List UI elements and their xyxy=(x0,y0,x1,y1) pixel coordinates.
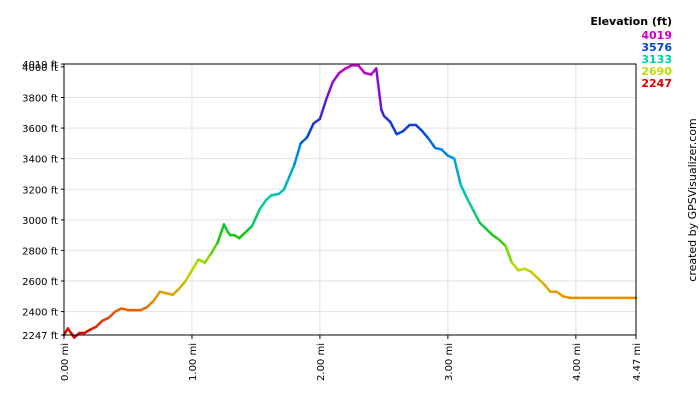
x-tick-label: 0.00 mi xyxy=(60,343,71,381)
x-tick-label: 4.00 mi xyxy=(572,343,583,381)
profile-segment xyxy=(529,270,539,280)
legend-entry: 4019 xyxy=(641,29,672,42)
profile-segment xyxy=(440,148,450,157)
profile-segment xyxy=(250,207,262,228)
profile-segment xyxy=(331,71,341,84)
profile-segment xyxy=(184,269,194,283)
profile-segment xyxy=(293,142,302,167)
y-tick-label: 4000 ft xyxy=(22,63,58,74)
profile-segment xyxy=(459,183,469,200)
profile-segment xyxy=(497,238,507,248)
legend-entry: 3576 xyxy=(641,41,672,54)
y-tick-label: 3200 ft xyxy=(22,185,58,196)
profile-segment xyxy=(382,114,392,124)
profile-segment xyxy=(472,209,482,225)
profile-segment xyxy=(305,122,315,139)
y-tick-label: 2247 ft xyxy=(22,331,58,342)
profile-segment xyxy=(216,223,226,245)
profile-segment xyxy=(465,197,475,212)
profile-segment xyxy=(478,221,488,231)
profile-segment xyxy=(238,230,247,240)
profile-segment xyxy=(299,136,309,145)
grid xyxy=(64,64,636,335)
y-tick-label: 2800 ft xyxy=(22,246,58,257)
y-tick-label: 3000 ft xyxy=(22,216,58,227)
profile-segment xyxy=(244,224,254,234)
y-tick-label: 2400 ft xyxy=(22,308,58,319)
profile-segment xyxy=(318,97,328,121)
profile-segment xyxy=(152,290,162,303)
profile-segment xyxy=(171,287,181,297)
profile-segment xyxy=(312,117,322,125)
profile-segment xyxy=(337,67,347,75)
profile-segment xyxy=(107,310,117,319)
y-axis-ticks: 2247 ft 2400 ft 2600 ft 2800 ft 3000 ft 3200 … xyxy=(22,60,64,342)
profile-segment xyxy=(414,123,424,133)
profile-segment xyxy=(190,258,200,272)
x-tick-label: 1.00 mi xyxy=(188,343,199,381)
profile-segment xyxy=(555,290,565,298)
profile-segment xyxy=(504,244,514,264)
profile-segment xyxy=(209,241,219,255)
profile-segment xyxy=(536,276,546,286)
legend-entry: 2690 xyxy=(641,65,672,78)
profile-line xyxy=(62,64,638,339)
profile-segment xyxy=(427,137,437,150)
x-tick-label: 3.00 mi xyxy=(444,343,455,381)
profile-segment xyxy=(282,175,291,191)
legend-entry: 2247 xyxy=(641,77,672,90)
y-tick-label: 4019 ft xyxy=(22,60,58,71)
y-tick-label: 3600 ft xyxy=(22,124,58,135)
y-tick-label: 2600 ft xyxy=(22,277,58,288)
y-tick-label: 3400 ft xyxy=(22,155,58,166)
profile-segment xyxy=(542,282,552,293)
profile-segment xyxy=(485,227,494,237)
credit-text: created by GPSVisualizer.com xyxy=(686,118,699,281)
x-tick-label: 4.47 mi xyxy=(632,343,643,381)
profile-segment xyxy=(145,299,155,309)
profile-segment xyxy=(325,80,334,101)
profile-segment xyxy=(421,129,430,141)
profile-segment xyxy=(222,223,230,234)
profile-segment xyxy=(287,163,296,179)
profile-segment xyxy=(401,123,411,133)
profile-segment xyxy=(491,233,501,241)
y-tick-label: 3800 ft xyxy=(22,93,58,104)
profile-segment xyxy=(94,319,104,329)
legend-entry: 3133 xyxy=(641,53,672,66)
plot-area xyxy=(63,63,637,336)
x-axis-ticks: 0.00 mi 1.00 mi 2.00 mi 3.00 mi 4.00 mi 4.47 … xyxy=(60,335,643,381)
profile-segment xyxy=(510,261,520,272)
profile-segment xyxy=(389,120,398,136)
x-tick-label: 2.00 mi xyxy=(316,343,327,381)
profile-segment xyxy=(66,327,76,339)
profile-segment xyxy=(453,157,462,186)
profile-segment xyxy=(374,67,383,111)
profile-segment xyxy=(357,64,366,75)
profile-segment xyxy=(203,252,213,264)
profile-segment xyxy=(258,198,268,211)
profile-segment xyxy=(270,192,281,197)
legend-title: Elevation (ft) xyxy=(590,15,672,28)
profile-segment xyxy=(177,279,187,290)
